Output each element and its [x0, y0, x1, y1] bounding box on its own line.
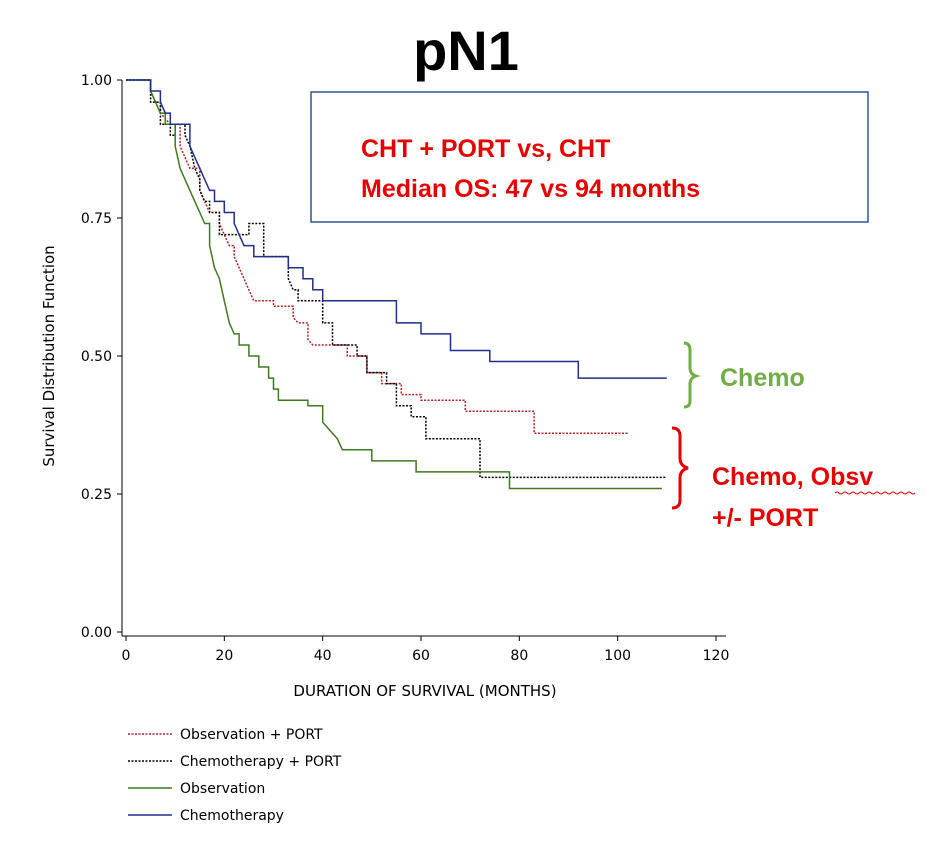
- legend-label-3: Chemotherapy: [180, 808, 284, 824]
- series-lines: [126, 79, 667, 490]
- x-tick-label: 80: [510, 648, 528, 664]
- legend: Observation + PORT Chemotherapy + PORT Obs…: [128, 727, 342, 824]
- x-tick-label: 120: [703, 648, 730, 664]
- chart-title: pN1: [413, 19, 519, 82]
- legend-label-2: Observation: [180, 781, 265, 797]
- annotation-box-line2: Median OS: 47 vs 94 months: [361, 175, 700, 203]
- x-tick-label: 0: [122, 648, 131, 664]
- annotation-box: [310, 91, 869, 223]
- spellcheck-underline: [834, 491, 916, 495]
- green-brace: [683, 341, 701, 409]
- red-brace: [671, 426, 689, 510]
- y-axis-label: Survival Distribution Function: [40, 245, 58, 466]
- series-line-2: [126, 79, 662, 490]
- y-tick-label: 1.00: [81, 73, 112, 89]
- y-tick-label: 0.50: [81, 349, 112, 365]
- red-brace-label-line2: +/- PORT: [712, 504, 818, 532]
- red-brace-label-line1: Chemo, Obsv: [712, 463, 873, 491]
- y-tick-label: 0.00: [81, 625, 112, 641]
- x-tick-label: 40: [314, 648, 332, 664]
- green-brace-label: Chemo: [720, 364, 805, 392]
- axes: 0 20 40 60 80 100 120 0.00 0.25 0.50 0.75 1.00: [81, 73, 730, 664]
- series-line-0: [126, 79, 628, 435]
- y-tick-label: 0.25: [81, 487, 112, 503]
- legend-label-0: Observation + PORT: [180, 727, 323, 743]
- x-axis-label: DURATION OF SURVIVAL (MONTHS): [293, 682, 556, 700]
- series-line-3: [126, 79, 667, 379]
- annotation-box-line1: CHT + PORT vs, CHT: [361, 135, 610, 163]
- legend-label-1: Chemotherapy + PORT: [180, 754, 342, 770]
- y-tick-label: 0.75: [81, 211, 112, 227]
- x-tick-label: 60: [412, 648, 430, 664]
- x-tick-label: 100: [604, 648, 631, 664]
- x-tick-label: 20: [215, 648, 233, 664]
